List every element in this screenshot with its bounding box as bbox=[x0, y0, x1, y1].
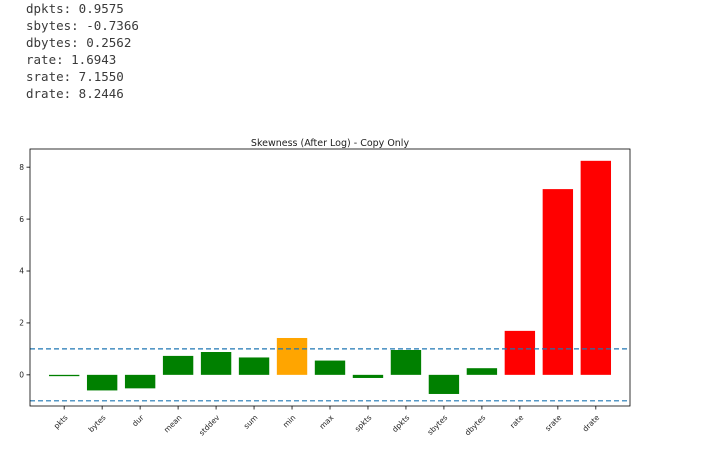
bar-dur bbox=[124, 374, 156, 389]
bar-max bbox=[314, 360, 346, 375]
y-tick-label: 6 bbox=[19, 215, 24, 224]
chart-title: Skewness (After Log) - Copy Only bbox=[251, 138, 410, 149]
bar-pkts bbox=[48, 374, 80, 377]
x-tick-label: stddev bbox=[197, 413, 222, 438]
bar-bytes bbox=[86, 374, 118, 391]
x-tick-label: rate bbox=[508, 413, 525, 430]
x-tick-label: dur bbox=[130, 412, 146, 428]
x-tick-label: bytes bbox=[87, 413, 108, 434]
x-tick-label: sbytes bbox=[426, 413, 450, 437]
y-tick-label: 2 bbox=[19, 319, 24, 328]
cell-output: dpkts: 0.9575 sbytes: -0.7366 dbytes: 0.… bbox=[26, 0, 326, 102]
output-line: dpkts: 0.9575 bbox=[26, 1, 124, 16]
bar-min bbox=[276, 337, 308, 375]
output-line: sbytes: -0.7366 bbox=[26, 18, 139, 33]
x-tick-label: pkts bbox=[52, 413, 70, 431]
x-tick-label: drate bbox=[581, 413, 602, 434]
x-tick-label: spkts bbox=[353, 413, 373, 433]
bar-srate bbox=[542, 189, 574, 375]
bar-spkts bbox=[352, 374, 384, 378]
x-tick-label: max bbox=[317, 413, 335, 431]
y-tick-label: 8 bbox=[19, 163, 24, 172]
bar-stddev bbox=[200, 352, 232, 375]
bar-dbytes bbox=[466, 368, 498, 375]
bar-mean bbox=[162, 355, 194, 375]
bar-sum bbox=[238, 357, 270, 375]
y-tick-label: 0 bbox=[19, 371, 24, 380]
bar-dpkts bbox=[390, 349, 422, 375]
bar-sbytes bbox=[428, 374, 460, 394]
y-tick-label: 4 bbox=[19, 267, 24, 276]
output-line: dbytes: 0.2562 bbox=[26, 35, 132, 50]
output-line: srate: 7.1550 bbox=[26, 69, 124, 84]
x-tick-label: srate bbox=[543, 413, 563, 433]
x-tick-label: dpkts bbox=[390, 413, 411, 434]
x-tick-label: sum bbox=[242, 413, 260, 431]
x-tick-label: min bbox=[281, 413, 298, 430]
output-line: rate: 1.6943 bbox=[26, 52, 117, 67]
x-tick-label: dbytes bbox=[463, 413, 487, 437]
output-line: drate: 8.2446 bbox=[26, 86, 124, 101]
x-tick-label: mean bbox=[162, 413, 184, 435]
bar-drate bbox=[580, 160, 612, 375]
bar-rate bbox=[504, 330, 536, 375]
